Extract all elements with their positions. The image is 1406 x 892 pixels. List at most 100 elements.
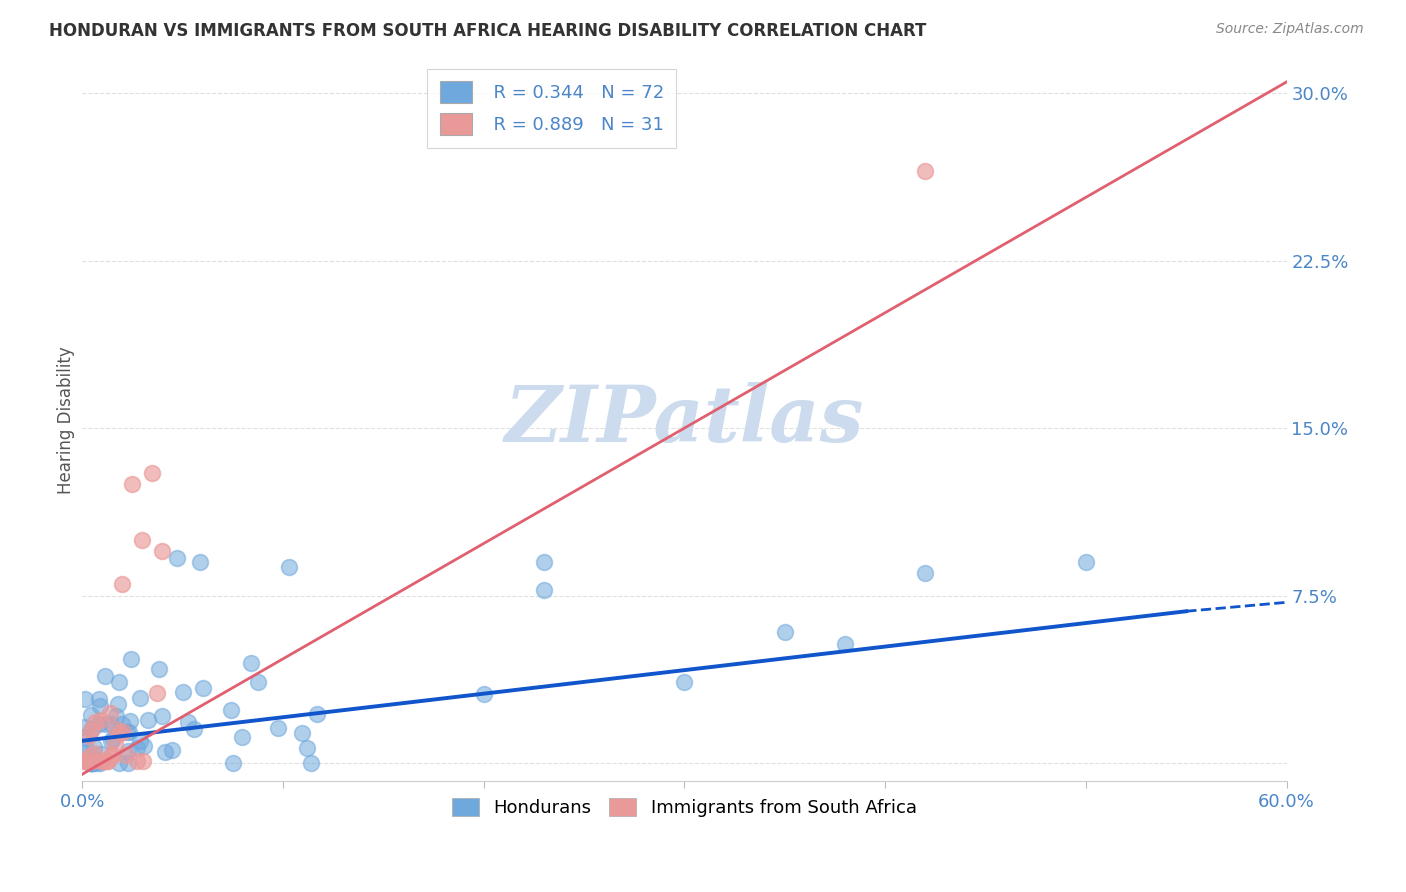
Point [101, 731, 124, 746]
Point [115, 725, 138, 739]
Point [82, 756, 104, 771]
Point [89, 717, 111, 731]
Point [83, 746, 105, 760]
Point [90, 754, 112, 768]
Point [152, 544, 174, 558]
Point [105, 709, 128, 723]
Point [291, 726, 314, 740]
Point [183, 723, 205, 737]
Legend: Hondurans, Immigrants from South Africa: Hondurans, Immigrants from South Africa [443, 789, 927, 826]
Point [73, 730, 96, 744]
Text: HONDURAN VS IMMIGRANTS FROM SOUTH AFRICA HEARING DISABILITY CORRELATION CHART: HONDURAN VS IMMIGRANTS FROM SOUTH AFRICA… [49, 22, 927, 40]
Point [297, 741, 319, 756]
Point [114, 747, 136, 762]
Point [131, 533, 153, 547]
Point [221, 703, 243, 717]
Point [100, 733, 122, 747]
Point [104, 722, 127, 736]
Point [73, 754, 96, 768]
Point [79, 749, 101, 764]
Point [76, 753, 98, 767]
Point [127, 754, 149, 768]
Point [108, 726, 131, 740]
Point [1074, 555, 1097, 569]
Point [141, 466, 163, 480]
Point [97, 754, 120, 768]
Point [148, 662, 170, 676]
Point [129, 734, 152, 748]
Point [79, 723, 101, 737]
Point [77, 755, 100, 769]
Point [305, 707, 328, 722]
Point [132, 754, 155, 768]
Point [773, 625, 796, 640]
Point [108, 756, 131, 771]
Point [75, 692, 97, 706]
Point [150, 708, 173, 723]
Text: Source: ZipAtlas.com: Source: ZipAtlas.com [1216, 22, 1364, 37]
Point [160, 743, 183, 757]
Point [111, 717, 134, 731]
Point [89, 756, 111, 771]
Point [75, 754, 97, 768]
Point [94, 669, 117, 683]
Point [100, 747, 122, 762]
Point [834, 637, 856, 651]
Point [533, 555, 555, 569]
Point [108, 675, 131, 690]
Point [96, 754, 118, 768]
Point [231, 730, 253, 744]
Point [82, 756, 104, 771]
Point [117, 756, 139, 771]
Point [240, 656, 263, 670]
Point [118, 714, 141, 728]
Point [90, 713, 112, 727]
Point [98, 706, 121, 721]
Point [89, 699, 111, 714]
Point [533, 583, 555, 598]
Y-axis label: Hearing Disability: Hearing Disability [58, 346, 75, 494]
Point [111, 577, 134, 591]
Point [84, 715, 107, 730]
Point [107, 697, 129, 711]
Point [117, 744, 139, 758]
Point [93, 754, 115, 768]
Point [104, 737, 127, 751]
Point [89, 691, 111, 706]
Point [101, 749, 124, 764]
Point [246, 675, 269, 690]
Point [125, 740, 148, 755]
Point [129, 690, 152, 705]
Point [222, 756, 245, 771]
Point [172, 685, 194, 699]
Point [86, 756, 108, 771]
Point [472, 687, 495, 701]
Point [83, 739, 105, 754]
Point [82, 722, 104, 736]
Point [120, 652, 142, 666]
Point [112, 725, 135, 739]
Text: ZIPatlas: ZIPatlas [505, 382, 865, 458]
Point [299, 756, 322, 771]
Point [80, 756, 103, 771]
Point [77, 729, 100, 743]
Point [914, 566, 936, 581]
Point [673, 674, 696, 689]
Point [82, 756, 104, 771]
Point [267, 722, 290, 736]
Point [79, 708, 101, 723]
Point [166, 550, 188, 565]
Point [914, 164, 936, 178]
Point [73, 720, 96, 734]
Point [277, 559, 299, 574]
Point [79, 756, 101, 771]
Point [73, 754, 96, 768]
Point [73, 746, 96, 760]
Point [90, 747, 112, 762]
Point [145, 686, 167, 700]
Point [80, 754, 103, 768]
Point [75, 742, 97, 756]
Point [94, 717, 117, 731]
Point [79, 756, 101, 771]
Point [153, 746, 176, 760]
